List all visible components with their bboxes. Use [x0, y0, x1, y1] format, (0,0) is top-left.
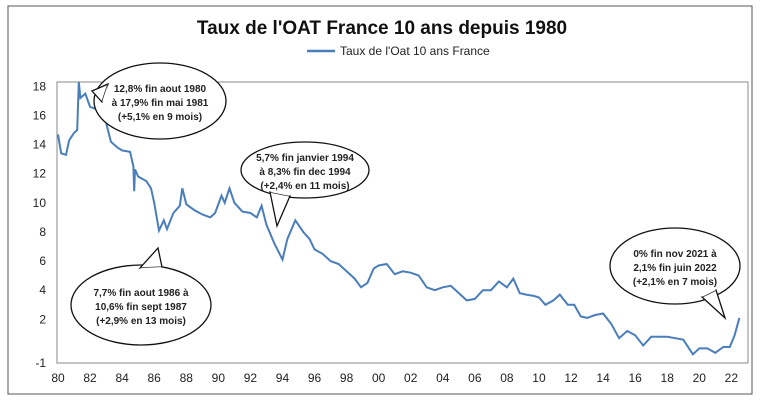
x-tick-label: 10 — [532, 371, 546, 385]
series-line — [57, 81, 741, 356]
x-tick-label: 12 — [564, 371, 578, 385]
annotation-text: 5,7% fin janvier 1994 — [256, 153, 354, 164]
annotation-text: 2,1% fin juin 2022 — [633, 263, 717, 274]
annotation-text: 0% fin nov 2021 à — [633, 249, 717, 260]
y-tick-label: 6 — [39, 254, 46, 268]
y-tick-label: 18 — [33, 79, 47, 93]
callout-bubble — [609, 227, 741, 305]
x-tick-label: 20 — [693, 371, 707, 385]
x-tick-label: 92 — [244, 371, 258, 385]
x-tick-label: 22 — [725, 371, 739, 385]
chart-title: Taux de l'OAT France 10 ans depuis 1980 — [197, 18, 567, 39]
y-tick-label: 16 — [33, 108, 47, 122]
y-tick-label: -1 — [35, 356, 46, 370]
x-tick-label: 98 — [340, 371, 354, 385]
x-tick-label: 06 — [468, 371, 482, 385]
x-tick-label: 08 — [500, 371, 514, 385]
legend-label: Taux de l'Oat 10 ans France — [340, 44, 490, 58]
x-tick-label: 18 — [661, 371, 675, 385]
y-tick-label: 4 — [39, 283, 46, 297]
y-tick-label: 12 — [33, 167, 47, 181]
x-tick-label: 96 — [308, 371, 322, 385]
annotation-text: (+5,1% en 9 mois) — [118, 112, 202, 123]
x-tick-label: 14 — [596, 371, 610, 385]
x-tick-label: 16 — [628, 371, 642, 385]
annotation-callout: 7,7% fin aout 1986 à 10,6% fin sept 1987 (… — [70, 246, 212, 346]
callout-bubble — [93, 62, 227, 140]
annotation-callout: 12,8% fin aout 1980 à 17,9% fin mai 1981 (… — [90, 62, 227, 140]
x-tick-label: 88 — [180, 371, 194, 385]
y-tick-label: 2 — [39, 312, 46, 326]
annotation-text: 10,6% fin sept 1987 — [95, 302, 187, 313]
annotation-text: (+2,4% en 11 mois) — [260, 181, 349, 192]
annotation-text: à 17,9% fin mai 1981 — [112, 98, 209, 109]
x-tick-label: 04 — [436, 371, 450, 385]
annotation-text: 12,8% fin aout 1980 — [114, 84, 207, 95]
annotation-callout: 5,7% fin janvier 1994 à 8,3% fin dec 1994… — [240, 141, 370, 229]
x-tick-label: 84 — [115, 371, 129, 385]
annotation-text: 7,7% fin aout 1986 à — [93, 288, 188, 299]
x-tick-label: 80 — [51, 371, 65, 385]
x-tick-label: 90 — [212, 371, 226, 385]
x-tick-label: 94 — [276, 371, 290, 385]
y-tick-label: 14 — [33, 138, 47, 152]
x-tick-label: 00 — [372, 371, 386, 385]
annotation-text: à 8,3% fin dec 1994 — [259, 167, 351, 178]
plot-area — [56, 81, 749, 364]
x-tick-label: 86 — [148, 371, 162, 385]
y-tick-label: 8 — [39, 225, 46, 239]
annotation-text: (+2,1% en 7 mois) — [633, 277, 717, 288]
x-tick-label: 82 — [83, 371, 97, 385]
x-tick-label: 02 — [404, 371, 418, 385]
annotation-text: (+2,9% en 13 mois) — [96, 316, 186, 327]
annotation-callout: 0% fin nov 2021 à 2,1% fin juin 2022 (+2,1… — [609, 227, 741, 321]
callout-bubble — [70, 264, 212, 346]
callout-bubble — [240, 141, 370, 199]
y-tick-label: 10 — [33, 196, 47, 210]
